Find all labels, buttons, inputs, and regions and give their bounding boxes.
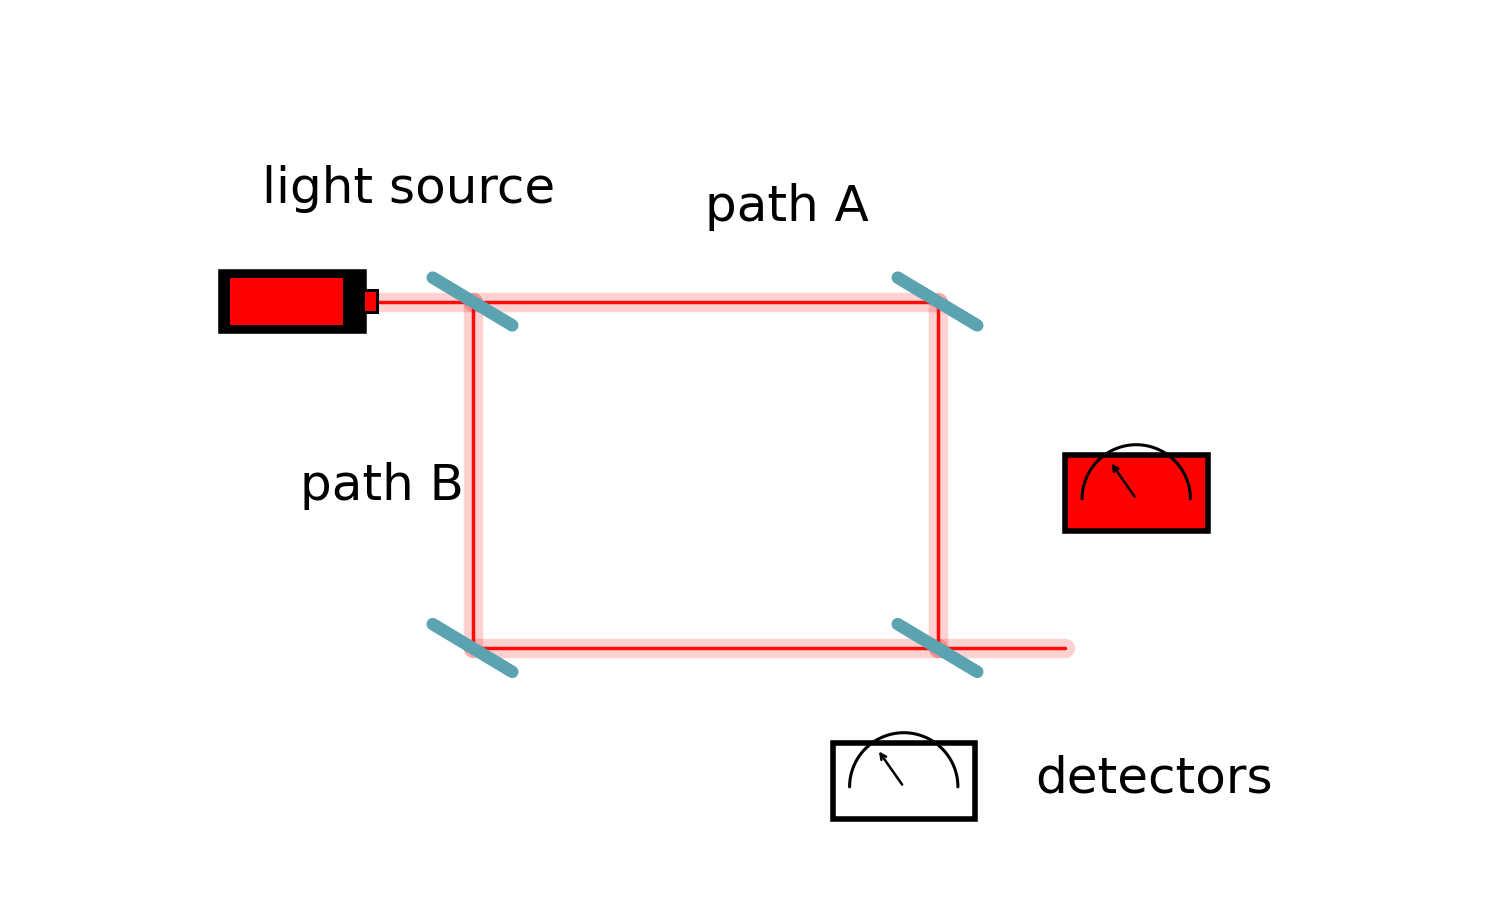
FancyBboxPatch shape: [231, 277, 344, 325]
Text: detectors: detectors: [1035, 754, 1272, 803]
FancyBboxPatch shape: [364, 289, 378, 314]
FancyBboxPatch shape: [1065, 454, 1208, 531]
Text: path A: path A: [705, 183, 868, 231]
FancyBboxPatch shape: [366, 292, 375, 311]
FancyBboxPatch shape: [222, 272, 364, 331]
Text: path B: path B: [300, 462, 464, 510]
FancyBboxPatch shape: [833, 742, 975, 819]
Text: light source: light source: [262, 165, 555, 213]
